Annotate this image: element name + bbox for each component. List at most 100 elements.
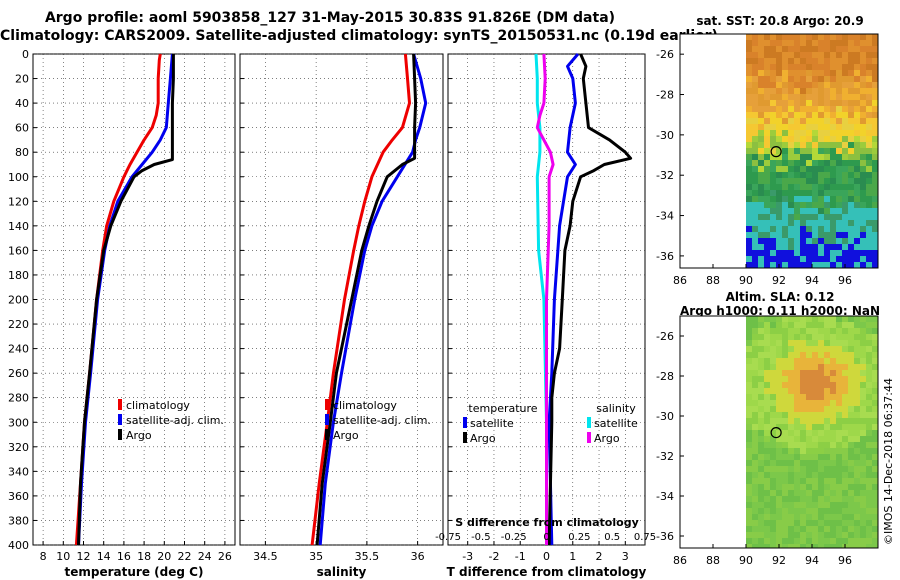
map-cell <box>758 250 764 256</box>
map-cell <box>872 124 878 130</box>
map-cell <box>758 100 764 106</box>
map-cell <box>752 394 758 400</box>
map-cell <box>860 166 866 172</box>
map-cell <box>776 448 782 454</box>
map-cell <box>872 370 878 376</box>
map-cell <box>788 262 794 268</box>
map-cell <box>752 178 758 184</box>
map-cell <box>764 424 770 430</box>
y-tick-label: 20 <box>15 73 29 86</box>
map-cell <box>866 436 872 442</box>
map-cell <box>830 190 836 196</box>
map-cell <box>824 154 830 160</box>
map-cell <box>812 412 818 418</box>
map-cell <box>824 238 830 244</box>
map-cell <box>746 544 752 548</box>
map-cell <box>848 148 854 154</box>
map-cell <box>836 490 842 496</box>
map-cell <box>854 130 860 136</box>
map-cell <box>800 364 806 370</box>
map-cell <box>788 424 794 430</box>
map-cell <box>770 160 776 166</box>
map-cell <box>818 334 824 340</box>
map-cell <box>758 184 764 190</box>
map-cell <box>842 220 848 226</box>
map-cell <box>806 538 812 544</box>
map-cell <box>788 382 794 388</box>
map-cell <box>854 262 860 268</box>
map-cell <box>806 352 812 358</box>
map-cell <box>806 466 812 472</box>
map-cell <box>794 436 800 442</box>
map-cell <box>836 238 842 244</box>
map-cell <box>842 412 848 418</box>
map-cell <box>794 358 800 364</box>
map-cell <box>812 478 818 484</box>
map-cell <box>848 46 854 52</box>
map-cell <box>824 538 830 544</box>
map-cell <box>842 58 848 64</box>
map-cell <box>818 136 824 142</box>
map-cell <box>764 532 770 538</box>
map-cell <box>842 100 848 106</box>
map-cell <box>776 232 782 238</box>
map-cell <box>806 322 812 328</box>
map-cell <box>776 514 782 520</box>
map-cell <box>746 448 752 454</box>
map-cell <box>782 328 788 334</box>
map-cell <box>758 58 764 64</box>
map-cell <box>752 430 758 436</box>
map-cell <box>872 436 878 442</box>
map-cell <box>794 124 800 130</box>
map-cell <box>848 400 854 406</box>
map-cell <box>788 250 794 256</box>
map-cell <box>812 490 818 496</box>
map-cell <box>800 238 806 244</box>
map-cell <box>842 178 848 184</box>
map-cell <box>764 178 770 184</box>
map-cell <box>800 460 806 466</box>
map-cell <box>782 136 788 142</box>
map-cell <box>806 52 812 58</box>
map-cell <box>866 520 872 526</box>
map-cell <box>866 442 872 448</box>
map-cell <box>854 94 860 100</box>
x-tick-label: 10 <box>56 550 70 563</box>
map-cell <box>800 322 806 328</box>
map-cell <box>752 196 758 202</box>
map-cell <box>830 436 836 442</box>
map-cell <box>764 94 770 100</box>
map-cell <box>836 412 842 418</box>
map-cell <box>872 106 878 112</box>
map-cell <box>800 34 806 40</box>
map-cell <box>854 376 860 382</box>
map-cell <box>752 64 758 70</box>
map-cell <box>794 256 800 262</box>
map-cell <box>800 394 806 400</box>
map-cell <box>866 376 872 382</box>
map-cell <box>848 124 854 130</box>
map-cell <box>800 196 806 202</box>
map-cell <box>770 340 776 346</box>
x-tick-label: 14 <box>97 550 111 563</box>
map-cell <box>818 88 824 94</box>
map-cell <box>866 82 872 88</box>
map-cell <box>746 382 752 388</box>
map-cell <box>812 202 818 208</box>
map-cell <box>758 508 764 514</box>
map-cell <box>752 334 758 340</box>
map-cell <box>764 496 770 502</box>
map-cell <box>818 526 824 532</box>
map-cell <box>854 448 860 454</box>
map-cell <box>812 454 818 460</box>
map-cell <box>758 448 764 454</box>
map-cell <box>860 472 866 478</box>
map-cell <box>746 478 752 484</box>
map-cell <box>848 322 854 328</box>
map-cell <box>770 370 776 376</box>
map-cell <box>854 520 860 526</box>
map-y-tick-label: -28 <box>656 89 674 102</box>
map-cell <box>854 64 860 70</box>
map-cell <box>818 70 824 76</box>
map-cell <box>800 166 806 172</box>
